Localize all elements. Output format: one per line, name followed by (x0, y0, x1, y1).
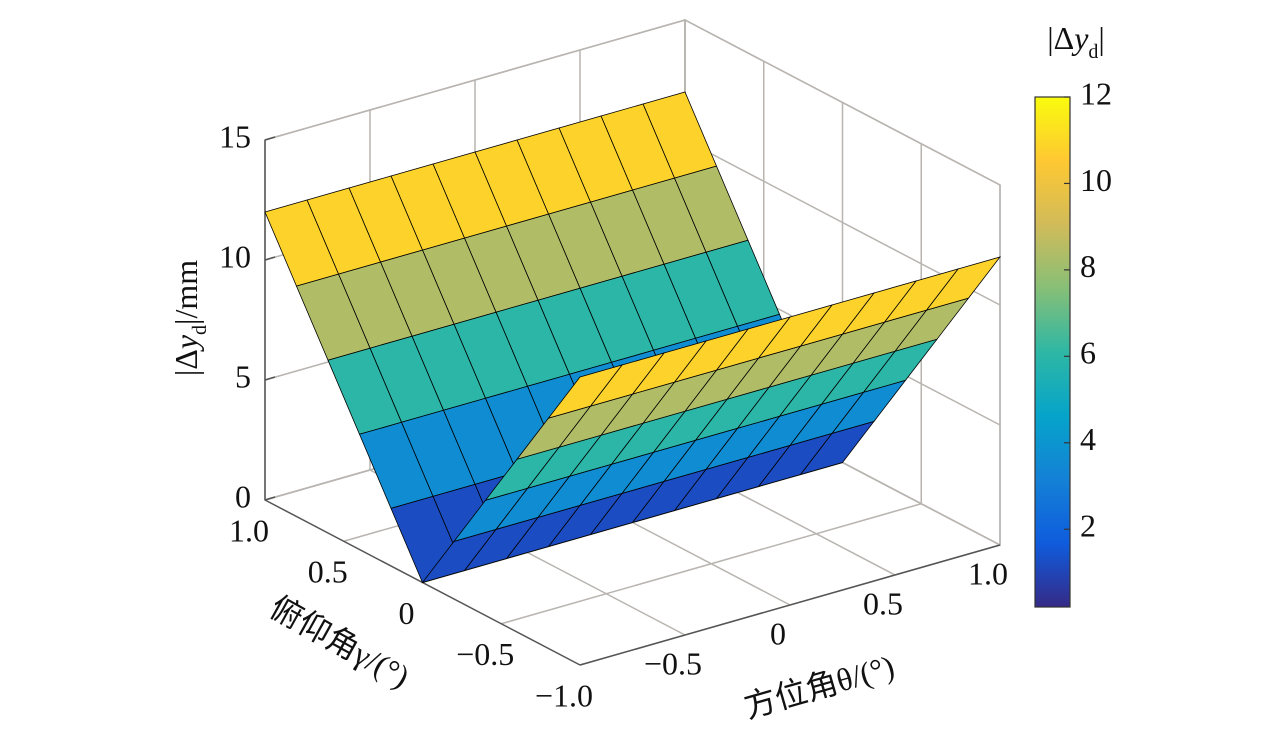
grid-line (684, 19, 1001, 186)
label-part: d (189, 325, 211, 335)
colorbar-tick-label: 10 (1080, 162, 1112, 198)
surface-patch (547, 364, 624, 419)
x-tick-label: 0 (770, 615, 786, 651)
x-tick-label: 1.0 (968, 555, 1008, 591)
colorbar-tick-label: 4 (1080, 421, 1096, 457)
z-tick-label: 15 (219, 118, 251, 154)
grid-line (264, 19, 686, 141)
z-axis-label: |Δyd|/mm (168, 260, 210, 376)
z-tick (264, 256, 276, 261)
z-tick (264, 496, 276, 501)
colorbar-tick-label: 2 (1080, 508, 1096, 544)
label-part: |/mm (168, 260, 204, 325)
label-part: d (1088, 41, 1098, 63)
colorbar-label: |Δyd| (1047, 20, 1105, 62)
y-tick-label: 0.5 (308, 554, 348, 590)
colorbar-tick-label: 12 (1080, 75, 1112, 111)
label-part: |Δ (1047, 20, 1074, 56)
y-tick-label: 1.0 (229, 512, 269, 548)
z-tick (264, 136, 276, 141)
z-tick (264, 376, 276, 381)
y-tick-label: −0.5 (456, 636, 514, 672)
x-tick-label: −0.5 (644, 645, 702, 681)
colorbar-tick-label: 8 (1080, 248, 1096, 284)
label-part: | (1098, 20, 1104, 56)
z-tick-label: 5 (235, 358, 251, 394)
y-tick-label: −1.0 (535, 677, 593, 713)
label-part: |Δ (168, 349, 204, 376)
axis-line (579, 544, 1001, 666)
label-part: y (1071, 20, 1089, 56)
z-tick-label: 0 (235, 478, 251, 514)
label-part: y (168, 334, 204, 352)
colorbar (1034, 96, 1071, 608)
colorbar-tick-label: 6 (1080, 335, 1096, 371)
x-tick-label: 0.5 (863, 585, 903, 621)
y-tick-label: 0 (399, 595, 415, 631)
z-tick-label: 10 (219, 238, 251, 274)
grid-line (501, 503, 922, 625)
